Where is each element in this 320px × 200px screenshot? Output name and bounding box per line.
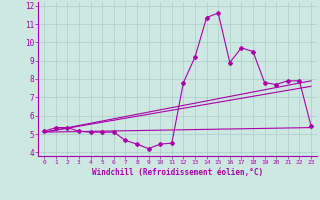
X-axis label: Windchill (Refroidissement éolien,°C): Windchill (Refroidissement éolien,°C) — [92, 168, 263, 177]
